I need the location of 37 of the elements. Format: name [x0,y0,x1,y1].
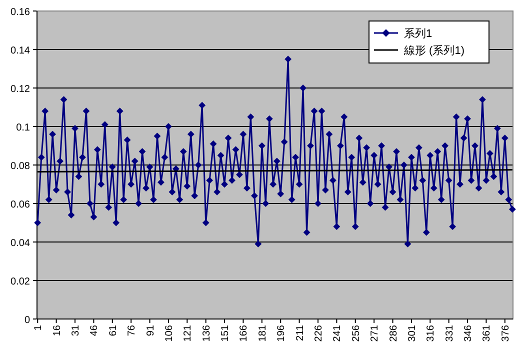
x-tick-label: 61 [108,324,119,336]
x-tick-label: 31 [70,324,82,336]
x-tick-label: 376 [500,324,512,342]
y-tick-label: 0.06 [10,200,30,210]
x-tick-label: 331 [444,324,456,342]
x-tick-label: 46 [89,324,100,336]
x-tick-label: 76 [126,324,138,336]
x-tick-label: 271 [370,324,381,342]
x-tick-label: 16 [52,324,63,336]
x-tick-label: 241 [332,324,344,342]
x-tick-label: 226 [313,324,324,342]
x-tick-label: 181 [257,324,268,342]
x-tick-label: 151 [220,324,232,342]
legend-label: 系列1 [404,27,432,40]
x-tick-label: 106 [164,324,175,342]
x-tick-label: 316 [426,324,437,342]
x-tick-label: 196 [276,324,288,342]
y-tick-label: 0 [24,315,30,326]
y-tick-label: 0.08 [10,161,30,172]
y-tick-label: 0.1 [16,122,30,134]
x-tick-label: 1 [33,324,44,331]
y-tick-label: 0.02 [10,276,30,288]
x-tick-label: 301 [406,324,418,342]
x-tick-label: 346 [463,324,474,342]
y-tick-label: 0.04 [10,238,30,249]
x-tick-label: 166 [238,324,250,342]
x-tick-label: 91 [145,324,156,336]
x-tick-label: 211 [294,324,306,341]
x-tick-label: 136 [201,324,212,342]
x-tick-label: 121 [182,324,194,342]
y-tick-label: 0.14 [10,46,30,56]
x-tick-label: 256 [350,324,362,342]
y-tick-label: 0.12 [10,84,30,95]
legend-label: 線形 (系列1) [403,44,464,57]
y-tick-label: 0.16 [10,7,30,18]
x-tick-label: 361 [482,324,493,342]
x-tick-label: 286 [388,324,400,342]
